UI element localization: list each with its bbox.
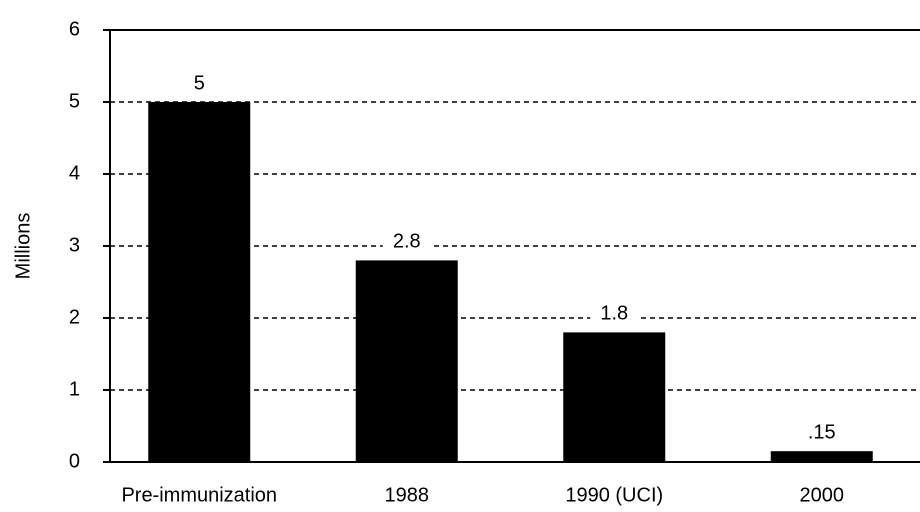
x-tick-label: 2000: [800, 484, 845, 506]
x-tick-label: Pre-immunization: [121, 484, 277, 506]
x-tick-label: 1990 (UCI): [565, 484, 663, 506]
y-axis-label: Millions: [12, 213, 34, 280]
x-tick-label: 1988: [385, 484, 430, 506]
label-bg: [797, 421, 846, 446]
y-tick-label: 5: [69, 90, 80, 112]
bar: [563, 332, 666, 462]
y-tick-label: 3: [69, 234, 80, 256]
label-bg: [590, 302, 639, 327]
data-label: 5: [194, 72, 205, 94]
data-label: .15: [808, 421, 836, 443]
label-bg: [175, 72, 224, 96]
y-tick-label: 6: [69, 18, 80, 40]
bar: [355, 260, 458, 462]
data-label: 2.8: [393, 231, 421, 253]
y-tick-label: 4: [69, 162, 80, 184]
y-tick-label: 0: [69, 450, 80, 472]
y-tick-label: 2: [69, 306, 80, 328]
bar: [770, 451, 873, 462]
label-bg: [382, 230, 431, 255]
bar: [148, 102, 251, 462]
data-label: 1.8: [600, 303, 628, 325]
y-tick-label: 1: [69, 378, 80, 400]
